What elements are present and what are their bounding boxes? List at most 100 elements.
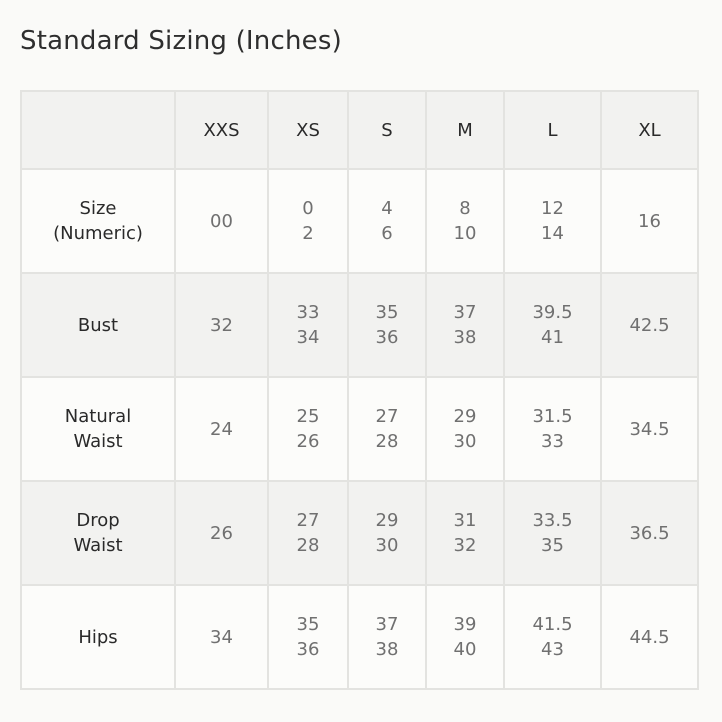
cell-line: 36 <box>375 327 399 348</box>
cell-line: 44.5 <box>629 626 670 648</box>
value-cell: 35 36 <box>347 272 427 378</box>
cell-line: 30 <box>453 431 477 452</box>
table-row: Bust 32 33 34 35 36 37 38 39.5 41 42.5 <box>20 272 699 378</box>
value-cell: 37 38 <box>347 584 427 690</box>
value-cell: 37 38 <box>425 272 505 378</box>
cell-line: 32 <box>453 535 477 556</box>
cell-line: 16 <box>638 210 661 232</box>
cell-line: 14 <box>541 223 564 244</box>
cell-line: 36 <box>296 639 320 660</box>
cell-line: Bust <box>77 314 119 336</box>
cell-line: 12 <box>541 198 564 219</box>
cell-line: 33.5 <box>532 510 573 531</box>
value-cell: 36.5 <box>600 480 699 586</box>
header-row: XXS XS S M L XL <box>20 90 699 170</box>
cell-line: Size <box>79 198 117 219</box>
cell-line: 27 <box>375 406 399 427</box>
cell-line: 25 <box>296 406 320 427</box>
cell-line: 39 <box>453 614 477 635</box>
cell-line: 38 <box>453 327 477 348</box>
value-cell: 12 14 <box>503 168 602 274</box>
value-cell: 29 30 <box>425 376 505 482</box>
cell-line: 35 <box>296 614 320 635</box>
value-cell: 16 <box>600 168 699 274</box>
cell-line: 29 <box>453 406 477 427</box>
value-cell: 39.5 41 <box>503 272 602 378</box>
cell-line: 34 <box>210 626 233 648</box>
cell-line: 43 <box>541 639 564 660</box>
value-cell: 34 <box>174 584 269 690</box>
cell-line: 42.5 <box>629 314 670 336</box>
cell-line: 29 <box>375 510 399 531</box>
row-label: Natural Waist <box>20 376 176 482</box>
cell-line: 0 <box>302 198 314 219</box>
cell-line: Hips <box>78 626 118 648</box>
cell-line: 41.5 <box>532 614 573 635</box>
value-cell: 32 <box>174 272 269 378</box>
cell-line: 28 <box>375 431 399 452</box>
column-header-xxs: XXS <box>174 90 269 170</box>
cell-line: Natural <box>64 406 132 427</box>
value-cell: 24 <box>174 376 269 482</box>
value-cell: 33.5 35 <box>503 480 602 586</box>
table-row: Drop Waist 26 27 28 29 30 31 32 33.5 35 36.5 <box>20 480 699 586</box>
value-cell: 00 <box>174 168 269 274</box>
cell-line: 2 <box>302 223 314 244</box>
cell-line: 30 <box>375 535 399 556</box>
value-cell: 27 28 <box>347 376 427 482</box>
value-cell: 27 28 <box>267 480 349 586</box>
cell-line: 6 <box>381 223 393 244</box>
row-label: Bust <box>20 272 176 378</box>
cell-line: Drop <box>76 510 120 531</box>
cell-line: 32 <box>210 314 233 336</box>
cell-line: 35 <box>375 302 399 323</box>
value-cell: 29 30 <box>347 480 427 586</box>
cell-line: 00 <box>210 210 233 232</box>
column-header-l: L <box>503 90 602 170</box>
cell-line: Waist <box>73 431 123 452</box>
cell-line: 38 <box>375 639 399 660</box>
cell-line: (Numeric) <box>53 223 143 244</box>
value-cell: 25 26 <box>267 376 349 482</box>
value-cell: 34.5 <box>600 376 699 482</box>
table-row: Hips 34 35 36 37 38 39 40 41.5 43 44.5 <box>20 584 699 690</box>
cell-line: Waist <box>73 535 123 556</box>
table-row: Natural Waist 24 25 26 27 28 29 30 31.5 33 34.5 <box>20 376 699 482</box>
row-label: Size (Numeric) <box>20 168 176 274</box>
cell-line: 33 <box>296 302 320 323</box>
value-cell: 41.5 43 <box>503 584 602 690</box>
cell-line: 26 <box>210 522 233 544</box>
value-cell: 35 36 <box>267 584 349 690</box>
value-cell: 44.5 <box>600 584 699 690</box>
value-cell: 8 10 <box>425 168 505 274</box>
value-cell: 26 <box>174 480 269 586</box>
column-header-s: S <box>347 90 427 170</box>
cell-line: 40 <box>453 639 477 660</box>
cell-line: 4 <box>381 198 393 219</box>
value-cell: 31 32 <box>425 480 505 586</box>
column-header-m: M <box>425 90 505 170</box>
value-cell: 33 34 <box>267 272 349 378</box>
cell-line: 31.5 <box>532 406 573 427</box>
value-cell: 31.5 33 <box>503 376 602 482</box>
cell-line: 8 <box>459 198 471 219</box>
cell-line: 28 <box>296 535 320 556</box>
corner-header-cell <box>20 90 176 170</box>
cell-line: 41 <box>541 327 564 348</box>
cell-line: 27 <box>296 510 320 531</box>
page-title: Standard Sizing (Inches) <box>20 26 342 56</box>
cell-line: 24 <box>210 418 233 440</box>
cell-line: 37 <box>453 302 477 323</box>
column-header-xs: XS <box>267 90 349 170</box>
column-header-xl: XL <box>600 90 699 170</box>
cell-line: 10 <box>453 223 477 244</box>
value-cell: 42.5 <box>600 272 699 378</box>
cell-line: 34.5 <box>629 418 670 440</box>
table-row: Size (Numeric) 00 0 2 4 6 8 10 12 14 16 <box>20 168 699 274</box>
cell-line: 33 <box>541 431 564 452</box>
cell-line: 36.5 <box>629 522 670 544</box>
cell-line: 35 <box>541 535 564 556</box>
row-label: Hips <box>20 584 176 690</box>
